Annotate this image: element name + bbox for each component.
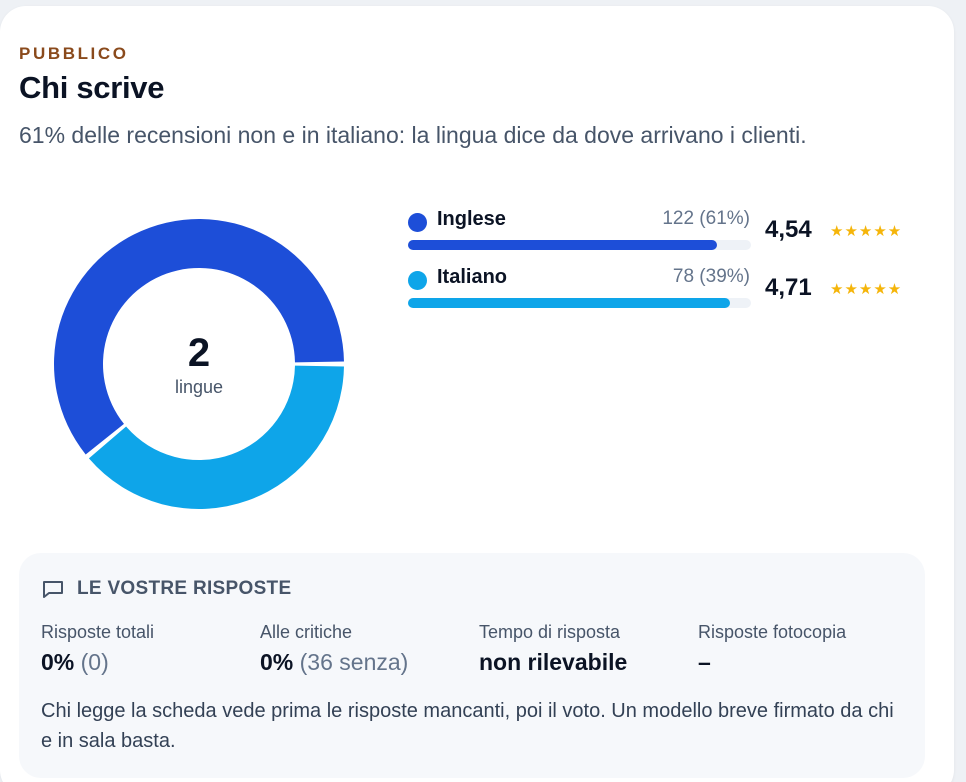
replies-panel: LE VOSTRE RISPOSTE Risposte totali 0% (0… <box>19 553 925 778</box>
stat-label: Risposte fotocopia <box>698 622 847 642</box>
stat-value: non rilevabile <box>479 649 628 675</box>
replies-note: Chi legge la scheda vede prima le rispos… <box>41 700 894 752</box>
language-bar-track <box>408 240 751 250</box>
language-row-italiano: Italiano 78 (39%) 4,71 ★★★★★ <box>408 264 928 316</box>
star-rating-icon: ★★★★★ <box>830 223 903 240</box>
donut-slice-inglese <box>53 218 344 455</box>
language-count: 78 (39%) <box>672 266 750 287</box>
star-rating-icon: ★★★★★ <box>830 281 903 298</box>
language-count: 122 (61%) <box>662 208 750 229</box>
audience-card: PUBBLICO Chi scrive 61% delle recensioni… <box>0 6 954 782</box>
language-bar-track <box>408 298 751 308</box>
language-bar-fill <box>408 298 731 308</box>
language-donut-chart <box>53 218 344 509</box>
stat-value: 0% (36 senza) <box>260 649 409 675</box>
replies-header: LE VOSTRE RISPOSTE <box>41 577 291 601</box>
stat-alle-critiche: Alle critiche 0% (36 senza) <box>260 622 408 676</box>
italiano-dot-icon <box>408 271 427 290</box>
chat-bubble-icon <box>43 581 63 598</box>
language-row-inglese: Inglese 122 (61%) 4,54 ★★★★★ <box>408 206 928 258</box>
language-rating: 4,54 <box>765 216 812 243</box>
donut-slice-italiano <box>88 365 344 509</box>
stat-risposte-totali: Risposte totali 0% (0) <box>41 622 154 676</box>
replies-title: LE VOSTRE RISPOSTE <box>77 578 292 599</box>
stat-label: Risposte totali <box>41 622 155 642</box>
section-title: Chi scrive <box>19 70 165 105</box>
stat-label: Tempo di risposta <box>479 622 621 642</box>
inglese-dot-icon <box>408 213 427 232</box>
language-name: Italiano <box>437 266 508 288</box>
stat-risposte-fotocopia: Risposte fotocopia – <box>698 622 846 676</box>
stat-value: 0% (0) <box>41 649 109 675</box>
stat-value: – <box>698 649 711 675</box>
stat-tempo-di-risposta: Tempo di risposta non rilevabile <box>479 622 627 676</box>
language-bar-fill <box>408 240 717 250</box>
language-rating: 4,71 <box>765 274 812 301</box>
stat-label: Alle critiche <box>260 622 353 642</box>
section-subtitle: 61% delle recensioni non e in italiano: … <box>19 122 807 148</box>
language-name: Inglese <box>437 208 506 230</box>
section-eyebrow: PUBBLICO <box>19 44 129 63</box>
